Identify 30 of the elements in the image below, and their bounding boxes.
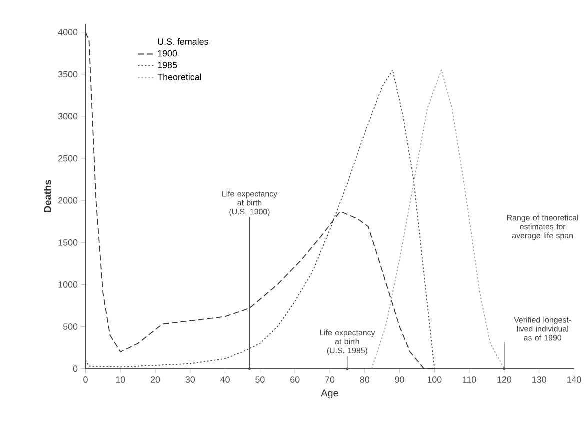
y-tick-label: 500 — [63, 324, 78, 330]
x-tick-label: 50 — [256, 376, 265, 384]
y-tick-label: 2000 — [58, 198, 78, 204]
x-tick-label: 70 — [325, 376, 335, 384]
y-axis-title: Deaths — [44, 180, 52, 212]
x-tick-label: 10 — [116, 376, 126, 384]
x-tick-label: 120 — [498, 376, 512, 384]
x-tick-label: 110 — [463, 376, 476, 384]
y-tick-label: 4000 — [58, 29, 78, 36]
legend-label: Theoretical — [158, 74, 202, 81]
x-axis-title: Age — [321, 390, 338, 399]
x-tick-label: 140 — [567, 376, 582, 384]
x-tick-label: 90 — [395, 376, 404, 384]
x-tick-label: 100 — [428, 376, 442, 384]
x-tick-label: 80 — [360, 376, 370, 384]
y-tick-label: 1000 — [58, 282, 78, 288]
x-tick-label: 40 — [220, 376, 230, 384]
x-tick-label: 30 — [186, 376, 196, 384]
x-tick-label: 20 — [151, 376, 160, 384]
x-tick-label: 60 — [290, 376, 300, 384]
legend-label: 1900 — [158, 50, 178, 57]
y-tick-label: 2500 — [58, 156, 78, 162]
y-tick-label: 1500 — [58, 240, 78, 246]
y-tick-label: 0 — [73, 366, 78, 372]
x-tick-label: 0 — [84, 376, 88, 384]
x-tick-label: 130 — [532, 376, 546, 384]
legend-title: U.S. females — [158, 38, 208, 46]
y-tick-label: 3000 — [58, 113, 78, 120]
y-tick-label: 3500 — [58, 71, 78, 78]
legend-label: 1985 — [158, 62, 178, 69]
